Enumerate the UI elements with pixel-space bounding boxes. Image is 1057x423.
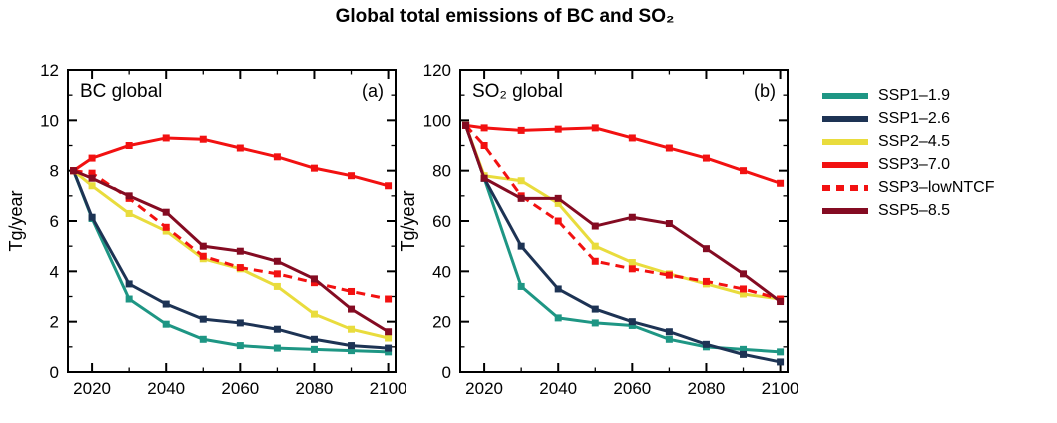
legend-label: SSP3–lowNTCF [878,178,995,196]
svg-text:8: 8 [50,162,59,181]
svg-text:2100: 2100 [762,379,798,398]
figure-title: Global total emissions of BC and SO₂ [335,6,675,27]
svg-text:2080: 2080 [688,379,726,398]
svg-text:BC global: BC global [80,81,162,102]
svg-text:20: 20 [432,313,451,332]
legend-label: SSP1–1.9 [878,86,951,104]
legend-line-sample [822,92,868,99]
svg-text:6: 6 [50,212,59,231]
legend-item: SSP1–1.9 [822,86,994,105]
svg-text:Tg/year: Tg/year [6,190,26,251]
legend-line-sample [822,184,868,191]
svg-text:0: 0 [50,363,59,382]
bc-emissions-chart: 2020 2040 2060 2080 2100 0 2 4 6 8 10 12 BC global (a… [6,61,406,398]
legend-item: SSP1–2.6 [822,109,994,128]
svg-text:10: 10 [40,111,59,130]
svg-text:2040: 2040 [539,379,577,398]
svg-text:2: 2 [50,313,59,332]
legend-label: SSP2–4.5 [878,132,951,150]
legend-line-sample [822,161,868,168]
svg-text:2100: 2100 [370,379,406,398]
legend: SSP1–1.9 SSP1–2.6 SSP2–4.5 SSP3–7.0 SSP3–low… [822,86,994,220]
svg-text:0: 0 [442,363,451,382]
legend-item: SSP5–8.5 [822,201,994,220]
svg-text:60: 60 [432,212,451,231]
legend-line-sample [822,138,868,145]
svg-text:4: 4 [50,262,59,281]
legend-line-sample [822,207,868,214]
svg-text:2020: 2020 [465,379,503,398]
legend-item: SSP3–7.0 [822,155,994,174]
svg-text:2060: 2060 [221,379,259,398]
legend-line-sample [822,115,868,122]
legend-label: SSP3–7.0 [878,155,951,173]
svg-text:SO₂ global: SO₂ global [472,81,563,102]
svg-text:(b): (b) [754,81,776,101]
svg-text:(a): (a) [362,81,384,101]
svg-text:2060: 2060 [613,379,651,398]
svg-text:80: 80 [432,162,451,181]
legend-item: SSP3–lowNTCF [822,178,994,197]
legend-label: SSP1–2.6 [878,109,951,127]
legend-item: SSP2–4.5 [822,132,994,151]
svg-text:2040: 2040 [147,379,185,398]
svg-text:40: 40 [432,262,451,281]
svg-text:2020: 2020 [73,379,111,398]
svg-text:12: 12 [40,61,59,80]
svg-text:2080: 2080 [296,379,334,398]
svg-text:100: 100 [423,111,451,130]
svg-text:Tg/year: Tg/year [398,190,418,251]
legend-label: SSP5–8.5 [878,201,951,219]
svg-text:120: 120 [423,61,451,80]
